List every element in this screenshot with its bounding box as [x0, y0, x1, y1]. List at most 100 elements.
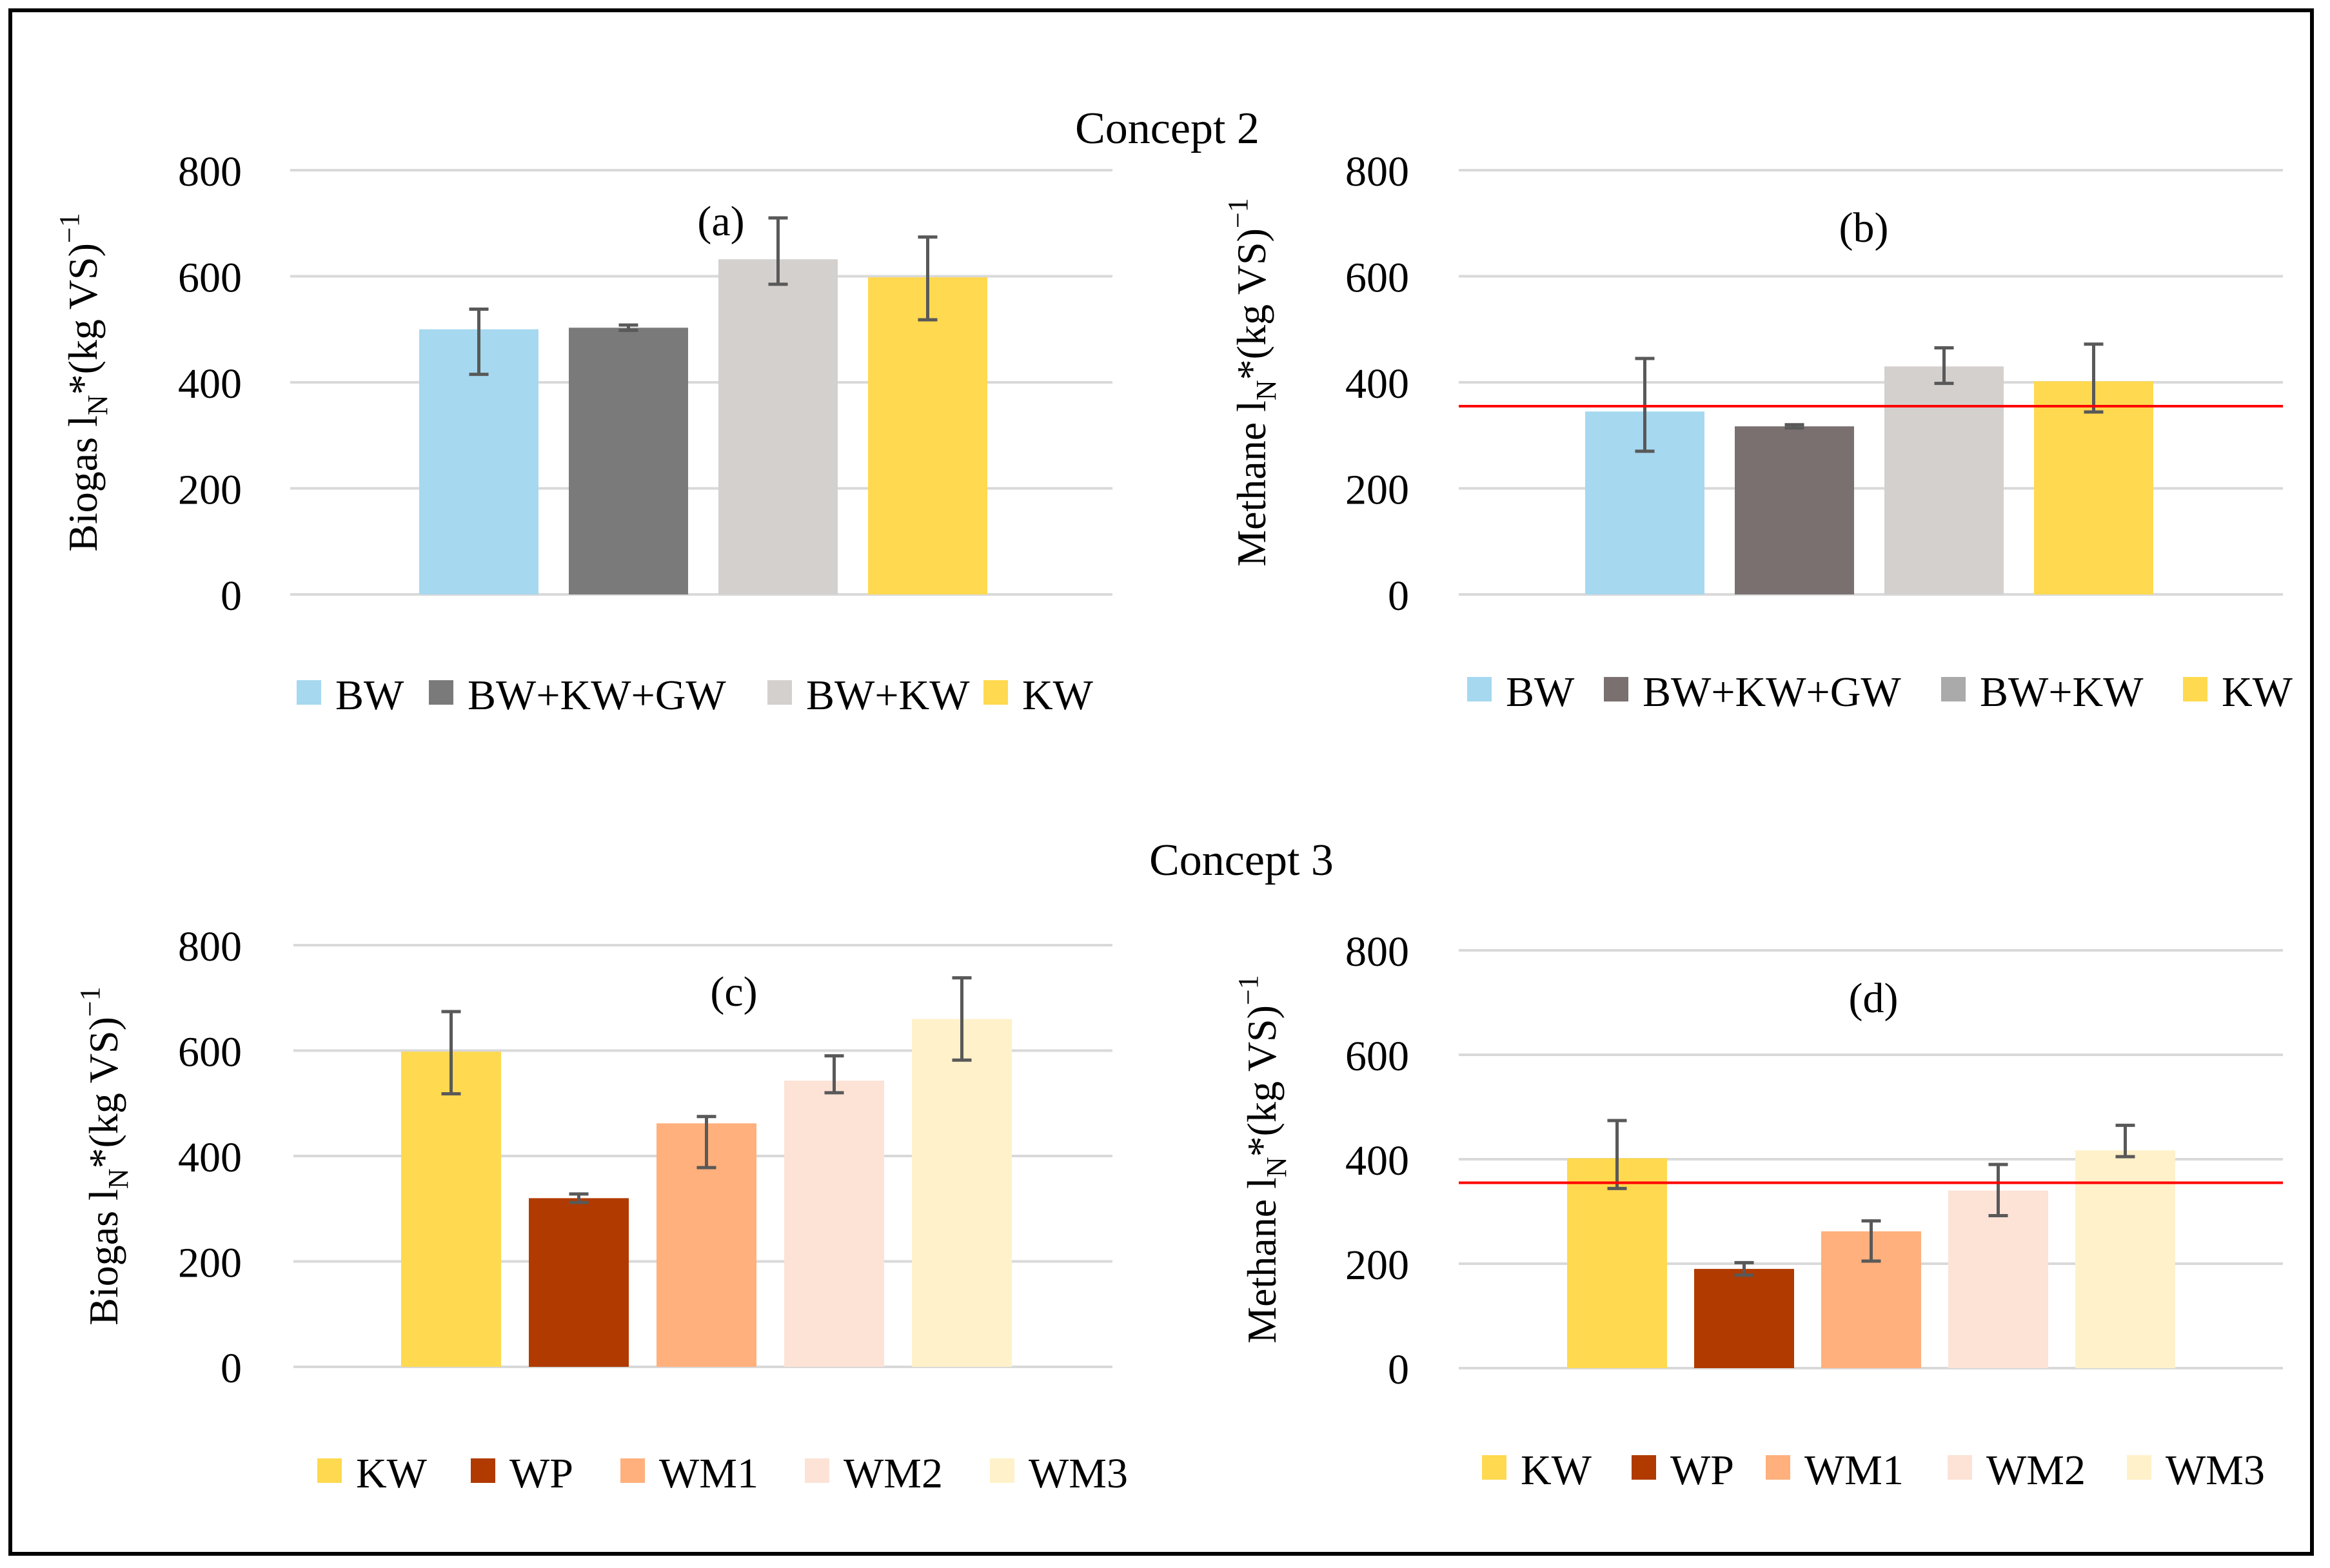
error-bar — [1635, 357, 1655, 453]
legend-label: BW+KW — [1980, 669, 2144, 716]
error-bar — [1784, 423, 1804, 430]
chart-4: 0 200 400 600 800 (d) Methane lN*(kg VS)−1 KW WP… — [1232, 928, 2283, 1494]
y-tick-label: 200 — [178, 1240, 242, 1287]
y-tick-label: 200 — [178, 467, 242, 514]
legend-entry: WM1 — [1766, 1447, 1904, 1494]
legend-swatch — [2183, 677, 2207, 701]
legend-swatch — [1941, 677, 1966, 701]
legend-label: WM3 — [1029, 1450, 1128, 1497]
y-axis-label: Biogas lN*(kg VS)−1 — [54, 213, 114, 551]
error-bar — [1934, 346, 1954, 386]
legend-swatch — [471, 1458, 495, 1483]
error-bar — [768, 216, 788, 286]
legend-label: WM1 — [659, 1450, 758, 1497]
y-tick-label: 400 — [1345, 360, 1409, 407]
legend-entry: WM2 — [1948, 1447, 2086, 1494]
bar-kw — [1567, 1158, 1667, 1368]
panel-label: (d) — [1849, 975, 1899, 1022]
y-axis-label: Methane lN*(kg VS)−1 — [1222, 198, 1282, 567]
error-bar — [2084, 342, 2104, 414]
legend-entry: KW — [317, 1450, 428, 1497]
bar-kw — [401, 1052, 501, 1367]
bar-kw — [868, 277, 987, 594]
legend-label: WM2 — [844, 1450, 943, 1497]
legend-label: KW — [1521, 1447, 1592, 1494]
legend-entry: WP — [471, 1450, 573, 1497]
y-tick-label: 400 — [178, 360, 242, 407]
legend-swatch — [1948, 1455, 1972, 1480]
legend-label: BW+KW+GW — [1643, 669, 1901, 716]
legend-entry: KW — [983, 672, 1094, 719]
legend-entry: BW+KW+GW — [1604, 669, 1901, 716]
legend-swatch — [1632, 1455, 1656, 1480]
legend-swatch — [805, 1458, 829, 1483]
legend-swatch — [2127, 1455, 2151, 1480]
y-tick-label: 200 — [1345, 1242, 1409, 1289]
y-tick-label: 0 — [1388, 573, 1409, 620]
y-tick-label: 200 — [1345, 467, 1409, 514]
legend-swatch — [990, 1458, 1014, 1483]
panel-label: (c) — [710, 968, 757, 1015]
error-bar — [469, 307, 489, 377]
bar-wp — [529, 1198, 629, 1367]
y-tick-label: 800 — [1345, 148, 1409, 195]
legend-label: WM3 — [2166, 1447, 2265, 1494]
bar-bw-kw-gw — [1735, 426, 1854, 594]
legend-swatch — [1604, 677, 1628, 701]
bar-bw-kw — [718, 259, 838, 594]
y-tick-label: 0 — [221, 573, 242, 620]
legend-label: BW — [1506, 669, 1575, 716]
legend-swatch — [429, 680, 453, 705]
error-bar — [824, 1054, 844, 1095]
legend-label: KW — [356, 1450, 428, 1497]
legend-label: WP — [509, 1450, 573, 1497]
legend-entry: BW — [1467, 669, 1575, 716]
legend-entry: BW+KW — [1941, 669, 2144, 716]
legend-entry: WP — [1632, 1447, 1734, 1494]
legend-label: BW+KW+GW — [468, 672, 726, 719]
error-bar — [696, 1115, 716, 1170]
error-bar — [1734, 1260, 1754, 1277]
y-tick-label: 400 — [1345, 1137, 1409, 1184]
legend-entry: BW — [297, 672, 404, 719]
legend-swatch — [1482, 1455, 1506, 1480]
legend-swatch — [620, 1458, 645, 1483]
legend-swatch — [1766, 1455, 1790, 1480]
error-bar — [1988, 1162, 2008, 1217]
bar-wm3 — [912, 1019, 1012, 1367]
error-bar — [918, 235, 938, 322]
y-tick-label: 600 — [1345, 255, 1409, 302]
bar-bw-kw-gw — [569, 328, 688, 594]
y-axis-label: Biogas lN*(kg VS)−1 — [74, 986, 134, 1325]
chart-3: 0 200 400 600 800 (c) Biogas lN*(kg VS)−1 KW WP W… — [74, 923, 1128, 1497]
chart-2: 0 200 400 600 800 (b) Methane lN*(kg VS)−1 BW BW… — [1222, 148, 2293, 716]
y-tick-label: 0 — [221, 1345, 242, 1392]
bar-wm2 — [784, 1081, 884, 1367]
legend-entry: BW+KW+GW — [429, 672, 726, 719]
legend-label: WM1 — [1804, 1447, 1904, 1494]
error-bar — [1607, 1119, 1627, 1190]
chart-1: 0 200 400 600 800 (a) Biogas lN*(kg VS)−1 BW BW+… — [54, 148, 1112, 719]
legend-swatch — [317, 1458, 342, 1483]
legend-swatch — [767, 680, 792, 705]
panel-label: (a) — [697, 198, 744, 245]
legend-label: WP — [1670, 1447, 1734, 1494]
bar-wm2 — [1948, 1190, 2048, 1368]
section-title-concept-3: Concept 3 — [1149, 836, 1334, 885]
error-bar — [441, 1010, 461, 1096]
bar-wm3 — [2075, 1150, 2175, 1368]
bar-wp — [1694, 1269, 1794, 1368]
figure-frame — [8, 8, 2314, 1556]
legend-label: BW — [335, 672, 404, 719]
y-tick-label: 800 — [1345, 928, 1409, 975]
legend-label: BW+KW — [806, 672, 970, 719]
legend-entry: WM1 — [620, 1450, 758, 1497]
legend-swatch — [1467, 677, 1492, 701]
bar-bw-kw — [1884, 366, 2004, 594]
y-axis-label: Methane lN*(kg VS)−1 — [1232, 975, 1292, 1344]
y-tick-label: 800 — [178, 923, 242, 970]
legend-entry: WM3 — [2127, 1447, 2265, 1494]
section-title-concept-2: Concept 2 — [1075, 104, 1259, 153]
error-bar — [952, 976, 972, 1062]
